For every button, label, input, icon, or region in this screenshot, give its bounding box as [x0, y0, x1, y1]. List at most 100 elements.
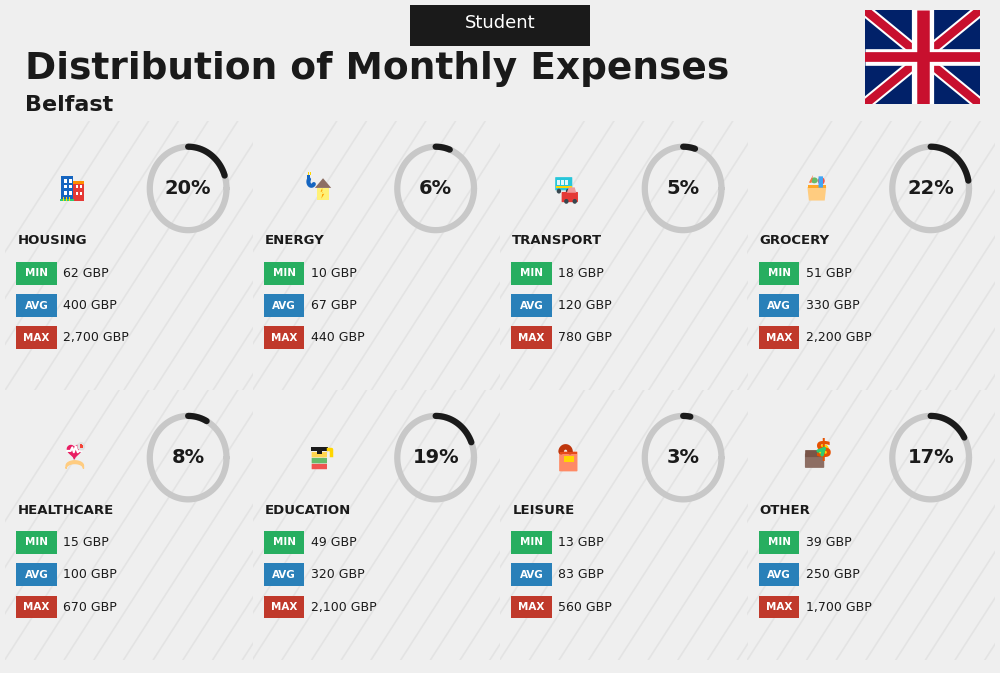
Text: 67 GBP: 67 GBP — [311, 299, 356, 312]
FancyBboxPatch shape — [759, 596, 799, 618]
FancyBboxPatch shape — [16, 294, 57, 317]
Ellipse shape — [811, 178, 818, 183]
Text: MIN: MIN — [768, 269, 791, 278]
FancyBboxPatch shape — [264, 563, 304, 586]
Bar — [561, 180, 564, 185]
Bar — [69, 179, 72, 183]
Bar — [64, 191, 67, 195]
FancyBboxPatch shape — [511, 326, 552, 349]
FancyBboxPatch shape — [759, 563, 799, 586]
Text: AVG: AVG — [520, 301, 543, 310]
Polygon shape — [807, 187, 826, 201]
Text: LEISURE: LEISURE — [512, 503, 575, 517]
Text: 670 GBP: 670 GBP — [63, 600, 117, 614]
Text: 49 GBP: 49 GBP — [311, 536, 356, 549]
Bar — [307, 175, 310, 181]
Text: Distribution of Monthly Expenses: Distribution of Monthly Expenses — [25, 50, 729, 87]
Text: 100 GBP: 100 GBP — [63, 568, 117, 581]
Bar — [560, 452, 577, 454]
Bar — [69, 184, 72, 188]
Bar — [69, 191, 72, 195]
Bar — [73, 183, 84, 201]
FancyBboxPatch shape — [759, 531, 799, 554]
Circle shape — [77, 442, 85, 451]
Text: MIN: MIN — [25, 538, 48, 547]
Text: 8%: 8% — [172, 448, 205, 467]
Bar — [80, 185, 82, 188]
Bar — [64, 179, 67, 183]
Text: Student: Student — [465, 14, 535, 32]
FancyBboxPatch shape — [264, 596, 304, 618]
Bar — [80, 192, 82, 195]
Text: MAX: MAX — [23, 333, 50, 343]
Text: $: $ — [815, 438, 832, 462]
Text: 320 GBP: 320 GBP — [311, 568, 364, 581]
FancyBboxPatch shape — [759, 294, 799, 317]
Text: 10 GBP: 10 GBP — [311, 267, 356, 280]
Bar — [808, 185, 826, 188]
FancyBboxPatch shape — [819, 176, 823, 188]
FancyBboxPatch shape — [555, 177, 572, 190]
Text: MIN: MIN — [25, 269, 48, 278]
Text: MAX: MAX — [766, 333, 792, 343]
Circle shape — [573, 199, 577, 204]
Text: 83 GBP: 83 GBP — [558, 568, 604, 581]
Text: 250 GBP: 250 GBP — [806, 568, 859, 581]
FancyBboxPatch shape — [562, 192, 578, 202]
Bar — [80, 444, 82, 448]
Text: AVG: AVG — [767, 570, 791, 579]
FancyBboxPatch shape — [511, 531, 552, 554]
FancyBboxPatch shape — [511, 262, 552, 285]
Text: AVG: AVG — [767, 301, 791, 310]
FancyBboxPatch shape — [805, 454, 824, 468]
Text: MAX: MAX — [271, 333, 297, 343]
FancyBboxPatch shape — [264, 294, 304, 317]
Text: MAX: MAX — [23, 602, 50, 612]
Bar — [76, 192, 78, 195]
Text: 51 GBP: 51 GBP — [806, 267, 851, 280]
Bar — [556, 186, 572, 188]
Text: 39 GBP: 39 GBP — [806, 536, 851, 549]
FancyBboxPatch shape — [312, 458, 327, 463]
Text: MIN: MIN — [273, 269, 296, 278]
Text: Belfast: Belfast — [25, 96, 113, 115]
Text: 22%: 22% — [907, 179, 954, 198]
Bar — [73, 181, 84, 184]
Text: ENERGY: ENERGY — [265, 234, 325, 248]
Bar — [80, 445, 83, 448]
Polygon shape — [315, 178, 331, 188]
Text: 2,200 GBP: 2,200 GBP — [806, 331, 871, 345]
FancyBboxPatch shape — [16, 531, 57, 554]
FancyBboxPatch shape — [410, 5, 590, 46]
Text: 1,700 GBP: 1,700 GBP — [806, 600, 871, 614]
Circle shape — [818, 177, 825, 184]
Text: 120 GBP: 120 GBP — [558, 299, 612, 312]
Bar — [69, 197, 70, 201]
Bar — [564, 456, 574, 462]
Text: 2,100 GBP: 2,100 GBP — [311, 600, 376, 614]
Bar — [317, 450, 322, 454]
FancyBboxPatch shape — [511, 596, 552, 618]
FancyBboxPatch shape — [759, 262, 799, 285]
Bar — [66, 197, 67, 201]
Bar — [557, 180, 560, 185]
Polygon shape — [567, 187, 576, 192]
FancyBboxPatch shape — [511, 563, 552, 586]
Polygon shape — [321, 188, 324, 199]
Text: 5%: 5% — [667, 179, 700, 198]
Text: MAX: MAX — [766, 602, 792, 612]
FancyBboxPatch shape — [16, 563, 57, 586]
Text: 13 GBP: 13 GBP — [558, 536, 604, 549]
Text: MIN: MIN — [520, 538, 543, 547]
Text: 2,700 GBP: 2,700 GBP — [63, 331, 129, 345]
Bar — [311, 448, 328, 451]
FancyBboxPatch shape — [264, 531, 304, 554]
Text: HEALTHCARE: HEALTHCARE — [17, 503, 114, 517]
Bar — [63, 197, 64, 201]
FancyBboxPatch shape — [805, 450, 824, 457]
Text: AVG: AVG — [25, 301, 48, 310]
Polygon shape — [809, 175, 813, 183]
FancyBboxPatch shape — [312, 452, 327, 458]
Bar — [76, 185, 78, 188]
Text: HOUSING: HOUSING — [17, 234, 87, 248]
